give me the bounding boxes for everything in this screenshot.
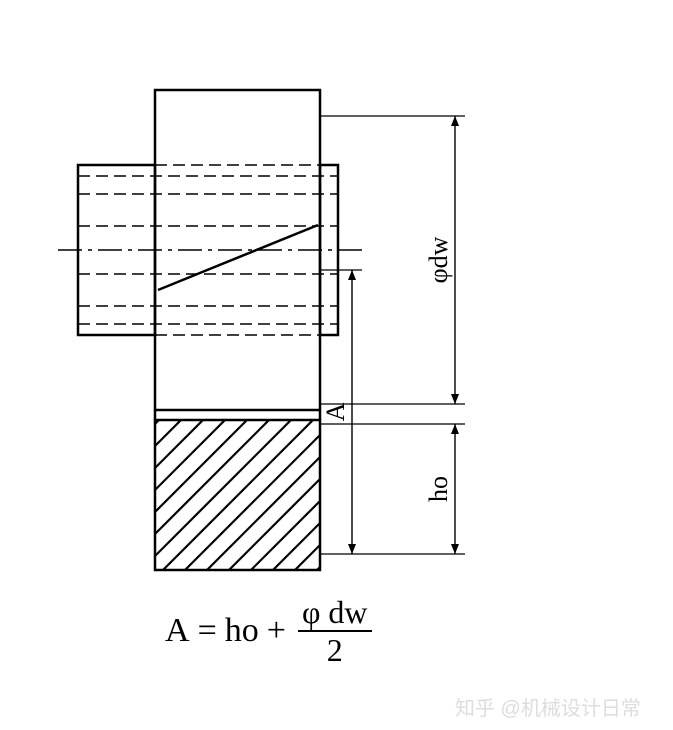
formula-eq: = <box>198 614 217 648</box>
watermark-text: 知乎 @机械设计日常 <box>455 692 641 721</box>
formula-fraction: φ dw 2 <box>298 596 372 666</box>
formula-plus: + <box>267 614 286 648</box>
formula-term1: ho <box>225 614 259 648</box>
formula-denominator: 2 <box>327 632 343 666</box>
phi-symbol: φ <box>302 594 320 630</box>
hatched-block-fill <box>0 420 467 570</box>
svg-text:A: A <box>321 402 350 421</box>
solid-outlines <box>78 90 338 570</box>
svg-text:φdw: φdw <box>424 236 453 283</box>
dimension-labels: φdw Aho <box>321 236 453 502</box>
svg-text:ho: ho <box>424 476 453 502</box>
formula-lhs: A <box>165 614 190 648</box>
formula: A = ho + φ dw 2 <box>165 596 372 666</box>
formula-num-rest: dw <box>320 594 367 630</box>
formula-numerator: φ dw <box>298 596 372 630</box>
